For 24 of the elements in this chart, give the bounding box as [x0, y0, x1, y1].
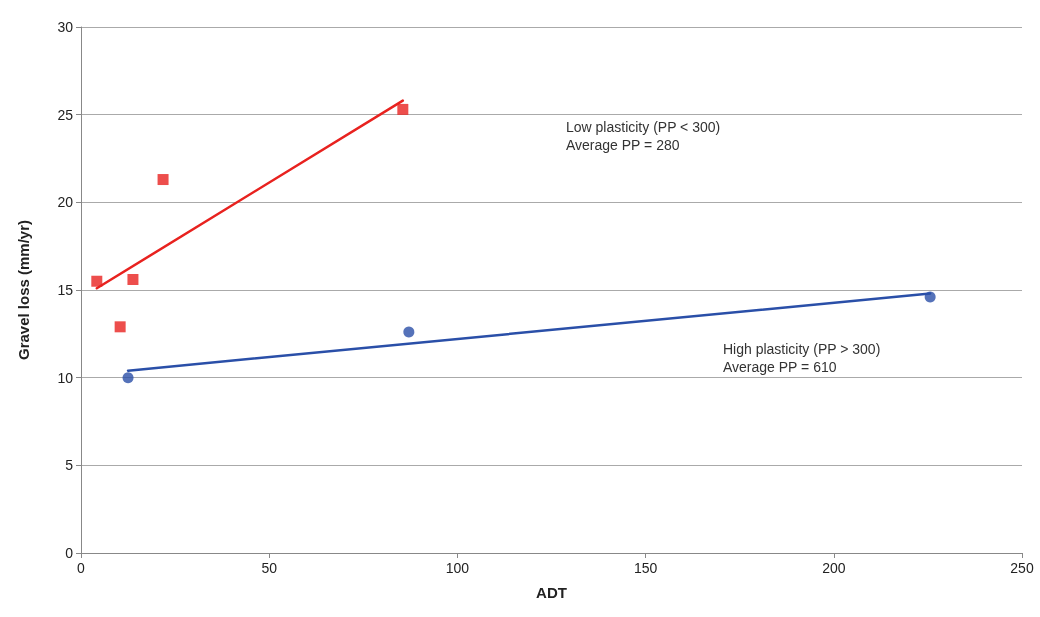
point: [127, 273, 139, 285]
x-tick-label: 100: [445, 560, 470, 576]
y-axis-title: Gravel loss (mm/yr): [15, 219, 32, 361]
point: [91, 275, 103, 287]
annotation: Low plasticity (PP < 300) Average PP = 280: [566, 119, 721, 153]
annotation: High plasticity (PP > 300) Average PP = 610: [723, 341, 881, 375]
x-tick-label: 200: [822, 560, 846, 576]
x-tick-label: 50: [261, 560, 278, 576]
point: [114, 321, 126, 333]
y-tick-label: 25: [57, 106, 74, 123]
y-tick-label: 10: [57, 369, 74, 386]
point: [122, 372, 134, 384]
y-tick-label: 15: [57, 282, 74, 298]
point: [397, 103, 409, 115]
x-tick-label: 150: [633, 560, 658, 576]
y-tick-label: 30: [57, 19, 74, 35]
x-tick-label: 0: [77, 560, 86, 576]
y-tick-label: 0: [65, 545, 74, 561]
x-tick-label: 250: [1010, 560, 1034, 576]
y-tick-label: 5: [65, 457, 74, 474]
y-tick-label: 20: [57, 194, 74, 211]
x-axis-title: ADT: [536, 584, 567, 601]
point: [157, 174, 169, 186]
point: [403, 326, 415, 338]
